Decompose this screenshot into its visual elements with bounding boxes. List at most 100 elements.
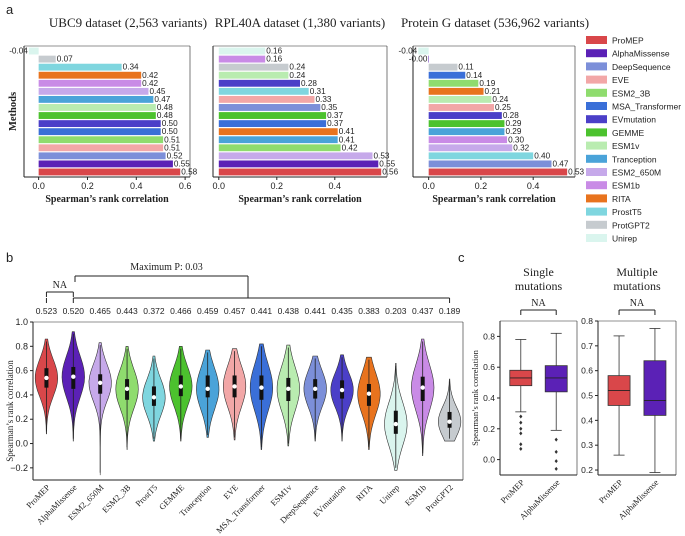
bar-ProstT5 (38, 63, 122, 71)
bar-value-label: 0.35 (321, 103, 337, 112)
bar-value-label: 0.41 (339, 135, 355, 144)
bar-value-label: 0.24 (289, 71, 305, 80)
bar-value-label: 0.42 (342, 143, 358, 152)
bar-ProMEP (218, 168, 382, 176)
violin-y-axis-label: Spearman’s rank correlation (5, 360, 15, 462)
box-na-label: NA (630, 298, 645, 309)
bar-RITA (428, 87, 484, 95)
box-x-tick-label: ProMEP (597, 477, 625, 505)
violin-median (393, 421, 399, 427)
bar-AlphaMissense (218, 160, 379, 168)
violin-x-tick-label: RITA (354, 482, 375, 503)
bar-value-label: 0.29 (505, 127, 521, 136)
bar-value-label: 0.19 (479, 79, 495, 88)
bar-value-label: 0.32 (513, 143, 529, 152)
y-tick-label: −0.2 (10, 463, 28, 473)
bar-ESM2_650M (428, 144, 513, 152)
box-AlphaMissense (544, 365, 568, 393)
legend-label: ESM1v (612, 141, 640, 151)
legend-label: DeepSequence (612, 62, 671, 72)
violin-mean-label: 0.383 (358, 306, 380, 316)
violin-mean-label: 0.441 (251, 306, 273, 316)
box-outlier (519, 420, 523, 425)
bar-value-label: 0.48 (157, 111, 173, 120)
y-tick-label: 0.0 (15, 439, 28, 449)
bar-value-label: 0.11 (458, 63, 474, 72)
bar-value-label: 0.24 (289, 63, 305, 72)
box-outlier (519, 442, 523, 447)
legend-label: AlphaMissense (612, 49, 670, 59)
bar-ProMEP (38, 168, 181, 176)
legend-label: ProMEP (612, 36, 644, 46)
bar-RITA (38, 71, 142, 79)
violin-mean-label: 0.520 (63, 306, 85, 316)
bar-value-label: 0.56 (382, 168, 398, 177)
bar-value-label: 0.07 (57, 55, 73, 64)
bar-value-label: 0.47 (154, 95, 170, 104)
legend-label: ProstT5 (612, 207, 642, 217)
box-outlier (519, 426, 523, 431)
box-y-axis-label: Spearman’s rank correlation (470, 349, 480, 446)
x-tick-label: 0.2 (475, 181, 488, 191)
violin-x-tick-label: ESM1b (403, 482, 428, 507)
bar-chart-title: RPL40A dataset (1,380 variants) (215, 15, 385, 30)
bar-ESM1v (428, 95, 492, 103)
bar-value-label: 0.47 (552, 159, 568, 168)
legend-label: MSA_Transformer (612, 102, 681, 112)
x-tick-label: 0.4 (527, 181, 540, 191)
y-tick-label: 0.2 (581, 465, 593, 475)
bar-ProstT5 (428, 152, 534, 160)
y-tick-label: 1.0 (15, 317, 28, 327)
box-outlier (554, 466, 558, 471)
bar-value-label: 0.42 (142, 79, 158, 88)
legend-swatch-EVE (586, 75, 607, 84)
legend-label: ESM1b (612, 181, 640, 191)
legend-label: EVE (612, 75, 629, 85)
bar-value-label: 0.40 (534, 151, 550, 160)
panel-label-b: b (6, 250, 13, 265)
bar-value-label: 0.14 (466, 71, 482, 80)
x-tick-label: 0.2 (271, 181, 284, 191)
violin-median (339, 387, 345, 393)
x-axis-label: Spearman’s rank correlation (432, 194, 556, 205)
violin-median (151, 395, 157, 400)
box-AlphaMissense (643, 360, 667, 416)
bar-Tranception (38, 95, 154, 103)
violin-mean-label: 0.465 (90, 306, 112, 316)
bar-Unirep (418, 47, 429, 55)
bar-EVE (38, 144, 164, 152)
box-outlier (519, 431, 523, 436)
violin-mean-label: 0.443 (116, 306, 138, 316)
legend-swatch-Tranception (586, 154, 607, 163)
bar-AlphaMissense (38, 160, 173, 168)
bar-value-label: 0.37 (327, 119, 343, 128)
bar-value-label: 0.34 (123, 63, 139, 72)
violin-median (447, 419, 452, 424)
x-tick-label: 0.0 (32, 181, 45, 191)
violin-x-tick-label: ESM2_3B (100, 482, 133, 515)
bar-MSA_Transformer (428, 71, 466, 79)
bar-value-label: 0.21 (485, 87, 501, 96)
y-tick-label: 0.7 (581, 341, 593, 351)
legend-swatch-ESM1b (586, 181, 607, 190)
panel-label-c: c (458, 250, 465, 265)
x-tick-label: 0.0 (422, 181, 435, 191)
y-tick-label: 0.5 (581, 391, 593, 401)
bar-value-label: 0.28 (301, 79, 317, 88)
violin-median (97, 380, 103, 385)
bar-Tranception (428, 128, 505, 136)
x-tick-label: 0.2 (81, 181, 94, 191)
legend-label: Tranception (612, 154, 657, 164)
y-tick-label: 0.6 (483, 362, 495, 372)
legend-label: GEMME (612, 128, 644, 138)
violin-median (178, 384, 184, 389)
bar-value-label: 0.37 (327, 111, 343, 120)
bar-ESM1v (218, 71, 289, 79)
bar-AlphaMissense (428, 55, 429, 63)
x-tick-label: 0.4 (329, 181, 342, 191)
bar-DeepSequence (428, 160, 552, 168)
bar-value-label: 0.53 (568, 168, 584, 177)
violin-mean-label: 0.437 (412, 306, 434, 316)
bar-ProMEP (428, 168, 568, 176)
x-tick-label: 0.4 (130, 181, 143, 191)
